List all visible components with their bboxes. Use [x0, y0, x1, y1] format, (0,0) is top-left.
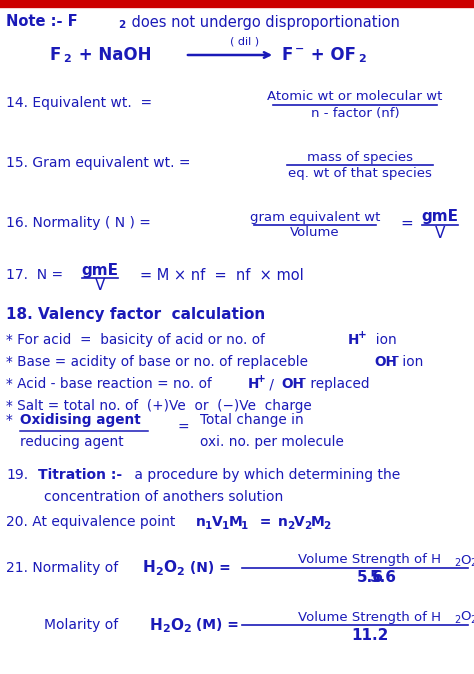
- Text: F: F: [282, 46, 293, 64]
- Text: V: V: [435, 226, 445, 241]
- Text: 2: 2: [287, 521, 294, 531]
- Text: concentration of anothers solution: concentration of anothers solution: [44, 490, 283, 504]
- Text: H: H: [150, 617, 163, 632]
- Text: 2: 2: [470, 615, 474, 625]
- Text: OH: OH: [281, 377, 304, 391]
- Text: 18. Valency factor  calculation: 18. Valency factor calculation: [6, 307, 265, 322]
- Text: Note :- F: Note :- F: [6, 15, 78, 30]
- Text: −: −: [295, 44, 304, 54]
- Text: M: M: [229, 515, 243, 529]
- Text: 2: 2: [176, 567, 184, 577]
- Text: V: V: [95, 278, 105, 293]
- Text: Oxidising agent: Oxidising agent: [20, 413, 141, 427]
- Text: 2: 2: [323, 521, 330, 531]
- Text: V: V: [212, 515, 223, 529]
- Text: +: +: [358, 330, 367, 340]
- Text: ion: ion: [367, 333, 397, 347]
- Text: Total change in: Total change in: [200, 413, 304, 427]
- Text: (N) =: (N) =: [185, 561, 231, 575]
- Text: −: −: [391, 352, 400, 362]
- Text: * Salt = total no. of  (+)Ve  or  (−)Ve  charge: * Salt = total no. of (+)Ve or (−)Ve cha…: [6, 399, 312, 413]
- Text: 2: 2: [454, 558, 460, 568]
- Text: 16. Normality ( N ) =: 16. Normality ( N ) =: [6, 216, 151, 230]
- Text: 19.: 19.: [6, 468, 28, 482]
- Text: n: n: [278, 515, 288, 529]
- Text: a procedure by which determining the: a procedure by which determining the: [130, 468, 400, 482]
- Text: ion: ion: [398, 355, 423, 369]
- Text: M: M: [311, 515, 325, 529]
- Text: 5.6: 5.6: [370, 570, 397, 586]
- Text: n: n: [196, 515, 206, 529]
- Text: * For acid  =  basicity of acid or no. of: * For acid = basicity of acid or no. of: [6, 333, 269, 347]
- Text: * Base = acidity of base or no. of replaceble: * Base = acidity of base or no. of repla…: [6, 355, 312, 369]
- Text: + NaOH: + NaOH: [73, 46, 152, 64]
- Text: H: H: [248, 377, 259, 391]
- Text: oxi. no. per molecule: oxi. no. per molecule: [200, 435, 344, 449]
- Text: ( dil ): ( dil ): [230, 36, 259, 46]
- Text: 2: 2: [162, 624, 170, 634]
- Text: 1: 1: [222, 521, 229, 531]
- Text: replaced: replaced: [306, 377, 370, 391]
- Text: F: F: [50, 46, 61, 64]
- Text: 2: 2: [118, 20, 125, 30]
- Text: V: V: [294, 515, 305, 529]
- Text: = M × nf  =  nf  × mol: = M × nf = nf × mol: [140, 268, 304, 282]
- Text: 2: 2: [304, 521, 311, 531]
- Text: 5.6: 5.6: [356, 570, 383, 586]
- Text: 20. At equivalence point: 20. At equivalence point: [6, 515, 184, 529]
- Text: 17.  N =: 17. N =: [6, 268, 63, 282]
- Text: 14. Equivalent wt.  =: 14. Equivalent wt. =: [6, 96, 152, 110]
- Text: reducing agent: reducing agent: [20, 435, 124, 449]
- Text: does not undergo disproportionation: does not undergo disproportionation: [127, 15, 400, 30]
- Text: 15. Gram equivalent wt. =: 15. Gram equivalent wt. =: [6, 156, 191, 170]
- Text: n - factor (nf): n - factor (nf): [310, 106, 399, 119]
- Text: gmE: gmE: [82, 262, 118, 278]
- Text: 1: 1: [241, 521, 248, 531]
- Text: H: H: [348, 333, 359, 347]
- Text: eq. wt of that species: eq. wt of that species: [288, 166, 432, 179]
- Text: Volume: Volume: [290, 226, 340, 239]
- Text: Atomic wt or molecular wt: Atomic wt or molecular wt: [267, 90, 443, 104]
- Text: O: O: [460, 611, 471, 623]
- Text: *: *: [6, 413, 13, 427]
- Text: −: −: [298, 374, 307, 384]
- Text: Volume Strength of H: Volume Strength of H: [299, 553, 441, 567]
- Text: 2: 2: [183, 624, 191, 634]
- Text: /: /: [265, 377, 278, 391]
- Text: mass of species: mass of species: [307, 150, 413, 164]
- Text: (M) =: (M) =: [191, 618, 239, 632]
- Text: Volume Strength of H: Volume Strength of H: [299, 611, 441, 623]
- Text: + OF: + OF: [305, 46, 356, 64]
- Text: 2: 2: [155, 567, 163, 577]
- Text: =: =: [178, 421, 190, 435]
- Text: 2: 2: [470, 558, 474, 568]
- Text: Molarity of: Molarity of: [44, 618, 131, 632]
- Text: 2: 2: [63, 54, 71, 64]
- Text: 2: 2: [358, 54, 366, 64]
- Text: =: =: [250, 515, 281, 529]
- Text: O: O: [460, 553, 471, 567]
- Text: O: O: [163, 561, 176, 576]
- Text: OH: OH: [374, 355, 397, 369]
- Text: +: +: [257, 374, 266, 384]
- Text: H: H: [143, 561, 156, 576]
- Text: 2: 2: [454, 615, 460, 625]
- Text: 11.2: 11.2: [351, 627, 389, 642]
- Text: O: O: [170, 617, 183, 632]
- Text: =: =: [400, 216, 413, 231]
- Text: * Acid - base reaction = no. of: * Acid - base reaction = no. of: [6, 377, 216, 391]
- Text: gram equivalent wt: gram equivalent wt: [250, 210, 380, 224]
- Text: 21. Normality of: 21. Normality of: [6, 561, 131, 575]
- Text: 1: 1: [205, 521, 212, 531]
- Text: gmE: gmE: [421, 210, 458, 224]
- Text: Titration :-: Titration :-: [38, 468, 122, 482]
